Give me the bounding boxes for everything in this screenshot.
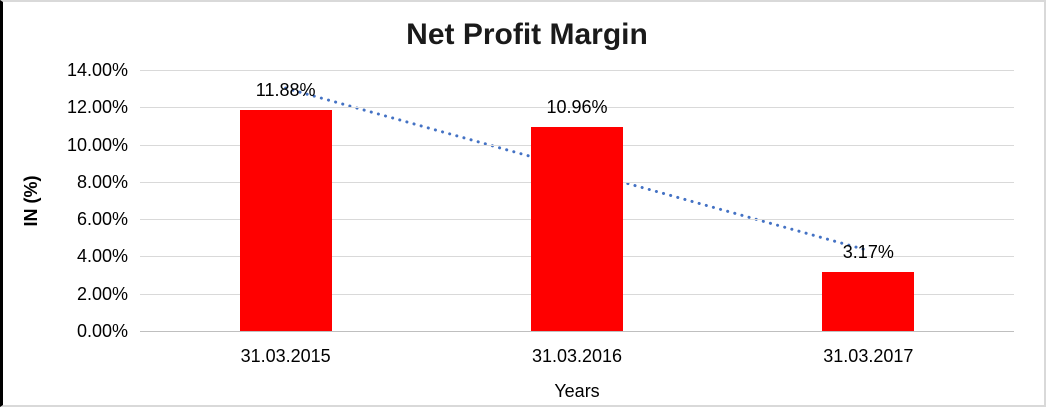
y-tick-label: 14.00% [66,60,128,80]
bar [822,271,915,331]
y-tick-label: 6.00% [76,209,128,230]
bar-value-label: 10.96% [546,96,608,117]
bar-value-label: 11.88% [255,79,316,100]
x-tick-label: 31.03.2017 [823,346,914,366]
bar [239,109,332,331]
y-tick-label: 2.00% [76,283,128,304]
gridline [140,331,1014,332]
y-tick-label: 4.00% [76,246,128,267]
y-axis-title: IN (%) [21,175,41,227]
bar [531,126,623,331]
y-tick-label: 8.00% [76,171,128,192]
gridline [140,107,1014,109]
x-tick-label: 31.03.2016 [531,346,623,366]
gridline [140,70,1014,71]
x-axis-title: Years [554,381,600,401]
x-tick-label: 31.03.2015 [240,346,331,366]
bar-value-label: 3.17% [842,241,894,262]
y-tick-label: 12.00% [66,97,128,118]
y-tick-label: 10.00% [66,134,128,155]
y-tick-label: 0.00% [76,321,128,341]
chart-title: Net Profit Margin [406,18,648,51]
